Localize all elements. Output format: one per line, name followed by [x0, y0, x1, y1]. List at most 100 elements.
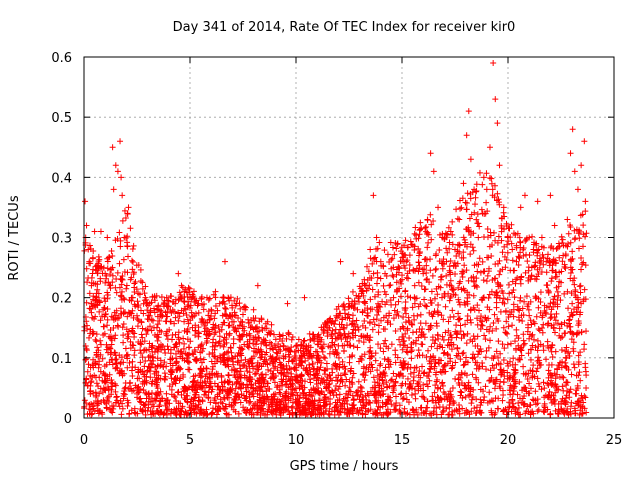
- roti-point-cloud: [274, 367, 281, 374]
- roti-point-cloud: [474, 321, 481, 328]
- roti-point-cloud: [226, 378, 233, 385]
- roti-point-cloud: [116, 403, 123, 410]
- roti-point: [350, 270, 357, 277]
- roti-point-cloud: [445, 224, 452, 231]
- roti-point-cloud: [289, 333, 296, 340]
- roti-point-cloud: [253, 341, 260, 348]
- roti-point: [358, 288, 365, 295]
- roti-point-cloud: [173, 398, 180, 405]
- roti-point-cloud: [567, 403, 574, 410]
- roti-point-cloud: [192, 298, 199, 305]
- roti-point-cloud: [497, 385, 504, 392]
- roti-point-cloud: [208, 370, 215, 377]
- roti-point: [551, 222, 558, 229]
- roti-point-cloud: [400, 314, 407, 321]
- roti-point-cloud: [395, 269, 402, 276]
- roti-point-cloud: [214, 383, 221, 390]
- roti-point: [496, 162, 503, 169]
- roti-point-cloud: [90, 399, 97, 406]
- roti-point-cloud: [408, 391, 415, 398]
- roti-point-cloud: [221, 310, 228, 317]
- roti-point-cloud: [257, 397, 264, 404]
- roti-point-cloud: [575, 318, 582, 325]
- roti-point-cloud: [491, 385, 498, 392]
- roti-point-cloud: [320, 354, 327, 361]
- roti-point-cloud: [558, 268, 565, 275]
- roti-point: [569, 126, 576, 133]
- roti-point-cloud: [357, 399, 364, 406]
- roti-point-cloud: [535, 326, 542, 333]
- roti-point-cloud: [336, 391, 343, 398]
- roti-point-cloud: [408, 241, 415, 248]
- roti-point-cloud: [510, 366, 517, 373]
- roti-point-cloud: [408, 355, 415, 362]
- x-tick-label: 20: [500, 433, 517, 448]
- roti-point-cloud: [397, 341, 404, 348]
- roti-point-cloud: [453, 322, 460, 329]
- roti-point: [225, 294, 232, 301]
- roti-point-cloud: [534, 347, 541, 354]
- roti-point-cloud: [427, 297, 434, 304]
- roti-point-cloud: [517, 347, 524, 354]
- roti-point-cloud: [577, 403, 584, 410]
- roti-point-cloud: [163, 390, 170, 397]
- roti-point-cloud: [453, 352, 460, 359]
- roti-point-cloud: [582, 360, 589, 367]
- roti-point-cloud: [131, 301, 138, 308]
- roti-point-cloud: [425, 347, 432, 354]
- roti-point-cloud: [134, 316, 141, 323]
- roti-point-cloud: [334, 314, 341, 321]
- roti-point-cloud: [175, 329, 182, 336]
- roti-point: [212, 288, 219, 295]
- roti-point-cloud: [212, 339, 219, 346]
- roti-point-cloud: [219, 355, 226, 362]
- roti-point-cloud: [498, 287, 505, 294]
- roti-point-cloud: [236, 344, 243, 351]
- roti-point-cloud: [143, 331, 150, 338]
- roti-point-cloud: [203, 406, 210, 413]
- roti-point-cloud: [390, 264, 397, 271]
- roti-point-cloud: [545, 287, 552, 294]
- roti-point-cloud: [540, 321, 547, 328]
- roti-point-cloud: [153, 374, 160, 381]
- roti-point-cloud: [548, 372, 555, 379]
- roti-point-cloud: [346, 378, 353, 385]
- roti-point-cloud: [530, 397, 537, 404]
- roti-point-cloud: [488, 252, 495, 259]
- roti-point: [346, 300, 352, 307]
- roti-point-cloud: [495, 260, 502, 267]
- roti-point-cloud: [483, 278, 490, 285]
- roti-point-cloud: [526, 380, 533, 387]
- roti-point-cloud: [397, 293, 404, 300]
- roti-point-cloud: [488, 397, 495, 404]
- roti-point-cloud: [441, 368, 448, 375]
- roti-point-cloud: [249, 355, 256, 362]
- roti-point-cloud: [540, 244, 547, 251]
- roti-point-cloud: [83, 347, 90, 354]
- roti-point-cloud: [484, 225, 491, 232]
- roti-point-cloud: [329, 327, 336, 334]
- roti-point-cloud: [506, 281, 513, 288]
- roti-point: [571, 168, 578, 175]
- roti-point-cloud: [537, 341, 544, 348]
- roti-point-cloud: [117, 237, 124, 244]
- roti-point-cloud: [112, 357, 119, 364]
- roti-point-cloud: [153, 390, 160, 397]
- roti-point-cloud: [550, 303, 557, 310]
- roti-point-cloud: [402, 237, 409, 244]
- roti-point: [479, 210, 486, 217]
- roti-point-cloud: [120, 320, 127, 327]
- roti-point-cloud: [191, 295, 198, 302]
- roti-point-cloud: [346, 359, 353, 366]
- roti-point-cloud: [459, 273, 466, 280]
- roti-point-cloud: [373, 280, 380, 287]
- roti-point-cloud: [421, 266, 428, 273]
- roti-point-cloud: [363, 396, 370, 403]
- roti-point-cloud: [350, 326, 357, 333]
- roti-point-cloud: [472, 359, 479, 366]
- roti-point-cloud: [401, 360, 408, 367]
- roti-point-cloud: [182, 409, 189, 416]
- roti-point-cloud: [154, 385, 161, 392]
- roti-point-cloud: [428, 236, 435, 243]
